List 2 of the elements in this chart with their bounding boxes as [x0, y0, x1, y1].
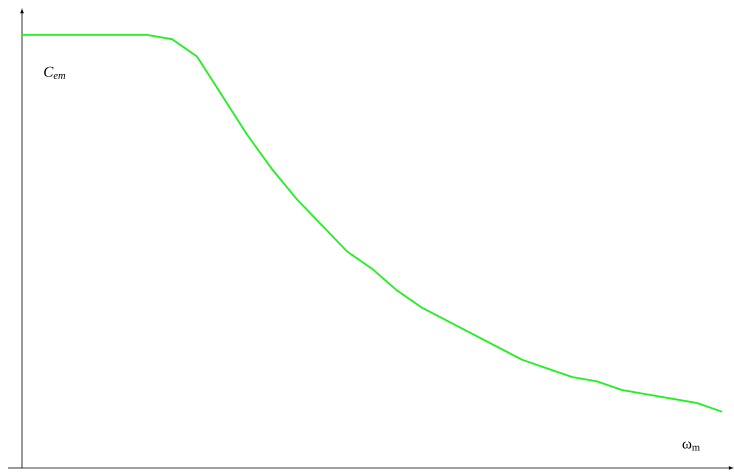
x-axis-title: ω$_{m}$ [682, 441, 700, 451]
y-axis-title: C$_{em}$ [44, 66, 66, 79]
